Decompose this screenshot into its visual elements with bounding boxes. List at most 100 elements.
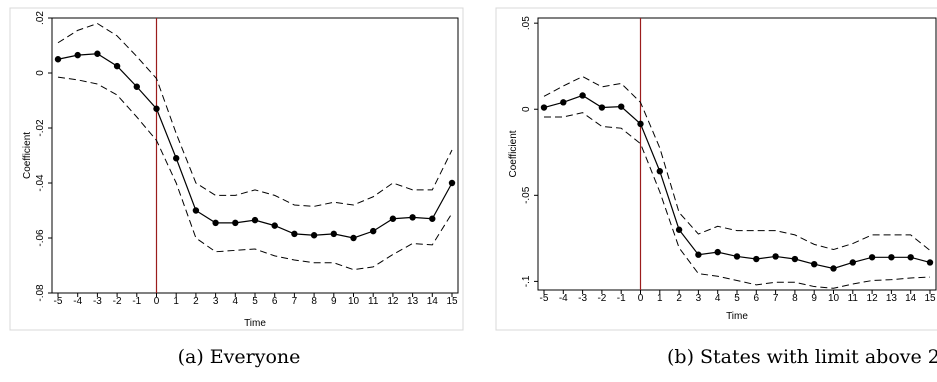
- x-tick-label: -3: [93, 296, 102, 307]
- y-tick-label: 0: [521, 106, 532, 112]
- x-tick-label: 9: [331, 296, 337, 307]
- x-tick-label: -2: [597, 293, 606, 304]
- panel-a-plot-area: [51, 17, 459, 294]
- estimate-point: [675, 226, 683, 233]
- estimate-point: [733, 253, 741, 260]
- y-tick-label: -.1: [521, 275, 532, 287]
- estimate-point: [656, 168, 663, 175]
- panel-b-caption: (b) States with limit above 24 months: [667, 346, 937, 368]
- panel-b: -5 -4 -3 -2 -1 0 1 2 3 4 5 6 7 8 9 10 11 12 13 14 15-.1-.050…: [495, 7, 937, 368]
- x-tick-label: -5: [540, 293, 549, 304]
- estimate-point: [618, 103, 625, 110]
- estimate-point: [429, 215, 436, 222]
- panel-b-ticks: -5 -4 -3 -2 -1 0 1 2 3 4 5 6 7 8 9 10 11 12 13 14 15-.1-.050…: [521, 16, 936, 304]
- x-tick-label: 3: [696, 293, 702, 304]
- estimate-point: [598, 104, 606, 111]
- estimate-point: [695, 251, 702, 258]
- estimate-point: [173, 155, 180, 162]
- estimate-point: [637, 120, 644, 128]
- estimate-point: [753, 255, 760, 263]
- x-tick-label: 15: [924, 293, 936, 304]
- estimate-point: [251, 216, 259, 224]
- x-tick-label: 15: [446, 296, 458, 307]
- x-tick-label: 2: [193, 296, 199, 307]
- x-tick-label: 7: [292, 296, 298, 307]
- x-tick-label: -4: [73, 296, 82, 307]
- panel-b-x-axis-title: Time: [726, 311, 748, 322]
- x-tick-label: 12: [387, 296, 399, 307]
- panel-a-caption: (a) Everyone: [178, 346, 301, 368]
- x-tick-label: 0: [638, 293, 644, 304]
- x-tick-label: 7: [773, 293, 779, 304]
- panel-a: -5 -4 -3 -2 -1 0 1 2 3 4 5 6 7 8 9 10 11 12 13 14 15-.08-.06…: [9, 7, 464, 368]
- panel-a-ticks: -5 -4 -3 -2 -1 0 1 2 3 4 5 6 7 8 9 10 11 12 13 14 15-.08-.06…: [35, 11, 458, 307]
- panel-b-y-axis-title: Coefficient: [508, 130, 519, 177]
- x-tick-label: 4: [233, 296, 239, 307]
- estimate-point: [232, 219, 239, 227]
- estimate-point: [192, 207, 200, 214]
- estimate-point: [714, 248, 721, 256]
- x-tick-label: 13: [407, 296, 419, 307]
- estimate-point: [560, 99, 567, 106]
- y-tick-label: 0: [35, 70, 46, 76]
- estimate-point: [291, 230, 298, 238]
- upper-ci-line: [543, 75, 931, 251]
- x-tick-label: 2: [676, 293, 682, 304]
- estimate-point: [133, 83, 140, 90]
- x-tick-label: 12: [867, 293, 879, 304]
- x-tick-label: 10: [828, 293, 840, 304]
- x-tick-label: 9: [811, 293, 817, 304]
- x-tick-label: 11: [368, 296, 379, 307]
- y-tick-label: .02: [35, 11, 46, 25]
- x-tick-label: 6: [754, 293, 760, 304]
- x-tick-label: 13: [886, 293, 898, 304]
- y-tick-label: -.06: [35, 229, 46, 247]
- x-tick-label: 8: [792, 293, 798, 304]
- estimate-point: [772, 253, 779, 260]
- panel-a-marks: [54, 18, 456, 293]
- x-tick-label: 4: [715, 293, 721, 304]
- lower-ci-line: [544, 112, 931, 289]
- x-tick-label: -2: [113, 296, 122, 307]
- estimate-point: [54, 56, 62, 63]
- x-tick-label: 5: [734, 293, 740, 304]
- estimate-point: [849, 259, 856, 266]
- x-tick-label: 5: [252, 296, 258, 307]
- x-tick-label: -4: [559, 293, 568, 304]
- estimate-point: [153, 105, 160, 112]
- y-tick-label: -.08: [35, 284, 46, 302]
- x-tick-label: 1: [173, 296, 179, 307]
- y-tick-label: -.05: [521, 186, 532, 204]
- estimate-point: [271, 222, 278, 229]
- estimate-point: [212, 219, 219, 227]
- estimate-point: [579, 92, 586, 99]
- x-tick-label: 8: [311, 296, 317, 307]
- y-tick-label: -.04: [35, 174, 46, 192]
- x-tick-label: 14: [905, 293, 917, 304]
- x-tick-label: 1: [657, 293, 663, 304]
- estimate-point: [811, 260, 818, 268]
- y-tick-label: -.02: [35, 119, 46, 137]
- estimate-point: [907, 254, 914, 261]
- x-tick-label: 6: [272, 296, 278, 307]
- panel-b-plot-area: [537, 17, 937, 291]
- estimate-point: [350, 234, 357, 242]
- x-tick-label: -1: [617, 293, 626, 304]
- estimate-point: [330, 230, 337, 238]
- estimate-point: [94, 50, 101, 57]
- x-tick-label: 3: [213, 296, 219, 307]
- estimate-point: [888, 254, 895, 261]
- panel-a-x-axis-title: Time: [244, 318, 266, 329]
- x-tick-label: 10: [348, 296, 360, 307]
- estimate-point: [310, 232, 318, 239]
- panel-b-marks: [540, 18, 934, 290]
- estimate-point: [540, 104, 548, 111]
- panel-a-y-axis-title: Coefficient: [22, 132, 33, 179]
- estimate-point: [830, 265, 837, 272]
- estimate-point: [113, 62, 121, 70]
- x-tick-label: -5: [54, 296, 63, 307]
- x-tick-label: -3: [578, 293, 587, 304]
- x-tick-label: 0: [154, 296, 160, 307]
- estimate-point: [868, 254, 876, 261]
